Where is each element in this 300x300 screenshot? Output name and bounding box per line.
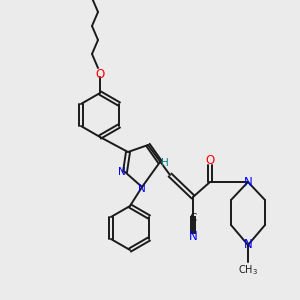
Text: CH$_3$: CH$_3$ bbox=[238, 263, 258, 277]
Text: N: N bbox=[138, 184, 146, 194]
Text: N: N bbox=[118, 167, 126, 177]
Text: N: N bbox=[189, 230, 197, 242]
Text: N: N bbox=[244, 176, 252, 188]
Text: O: O bbox=[95, 68, 105, 80]
Text: O: O bbox=[206, 154, 214, 166]
Text: C: C bbox=[189, 213, 197, 223]
Text: H: H bbox=[161, 158, 169, 168]
Text: N: N bbox=[244, 238, 252, 251]
